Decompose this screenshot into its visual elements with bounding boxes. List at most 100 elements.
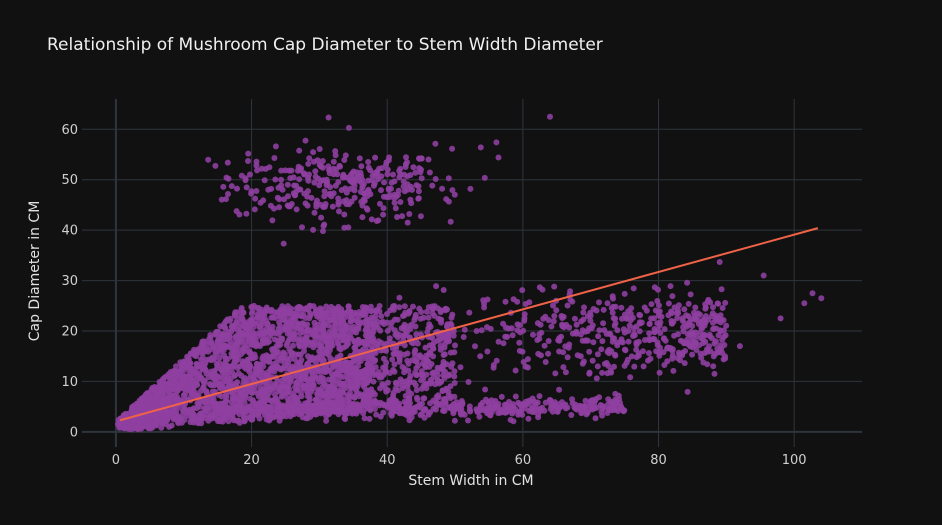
data-point xyxy=(497,407,504,414)
data-point xyxy=(426,363,433,370)
data-point xyxy=(400,333,407,340)
data-point xyxy=(326,328,333,335)
data-point xyxy=(421,395,428,402)
data-point xyxy=(451,368,458,375)
data-point xyxy=(677,337,684,344)
data-point xyxy=(332,309,339,316)
data-point xyxy=(630,325,637,332)
data-point xyxy=(141,393,148,399)
data-point xyxy=(710,363,717,370)
data-point xyxy=(604,401,611,408)
data-point xyxy=(391,199,398,206)
data-point xyxy=(291,182,298,189)
data-point xyxy=(420,375,427,382)
data-point xyxy=(518,402,525,409)
data-point xyxy=(314,311,321,318)
data-point xyxy=(447,349,454,356)
tick-labels-layer: 0 20 40 60 80 100 0 10 20 30 40 50 60 xyxy=(61,123,806,468)
data-point xyxy=(413,331,420,338)
data-point xyxy=(369,320,376,327)
data-point xyxy=(610,295,616,302)
data-point xyxy=(308,194,315,201)
data-point xyxy=(345,224,352,231)
data-point xyxy=(321,392,328,399)
data-point xyxy=(406,211,413,217)
data-point xyxy=(350,326,357,333)
data-point xyxy=(298,305,305,312)
data-point xyxy=(623,359,630,366)
data-point xyxy=(368,354,374,361)
data-point xyxy=(417,213,424,220)
data-point xyxy=(580,316,587,323)
data-point xyxy=(444,330,451,337)
data-point xyxy=(695,310,701,317)
data-point xyxy=(153,422,160,429)
data-point xyxy=(319,158,326,164)
data-point xyxy=(180,358,187,365)
data-point xyxy=(718,345,725,352)
data-point xyxy=(684,279,691,286)
data-point xyxy=(702,304,709,311)
data-point xyxy=(579,337,586,344)
data-point xyxy=(599,338,606,345)
data-point xyxy=(551,399,558,406)
data-point xyxy=(555,337,562,344)
data-point xyxy=(388,319,395,326)
data-point xyxy=(148,420,155,427)
data-point xyxy=(237,324,244,331)
data-point xyxy=(482,386,489,393)
data-point xyxy=(357,320,364,327)
data-point xyxy=(565,344,572,351)
data-point xyxy=(268,353,275,360)
data-point xyxy=(330,158,337,165)
data-point xyxy=(138,401,145,408)
data-point xyxy=(208,399,215,406)
data-point xyxy=(188,378,195,385)
data-point xyxy=(677,357,684,364)
data-point xyxy=(176,385,183,392)
data-point xyxy=(433,403,439,410)
data-point xyxy=(401,303,408,310)
data-point xyxy=(361,190,368,197)
data-point xyxy=(308,388,315,395)
data-point xyxy=(362,355,369,362)
data-point xyxy=(479,399,486,406)
trendline-layer xyxy=(119,227,819,422)
data-point xyxy=(362,380,369,387)
data-point xyxy=(207,332,214,338)
data-point xyxy=(581,304,587,311)
data-point xyxy=(214,363,221,369)
data-point xyxy=(600,306,607,313)
data-point xyxy=(224,316,231,323)
data-point xyxy=(426,321,433,328)
data-point xyxy=(406,309,413,316)
data-point xyxy=(586,348,593,355)
data-point xyxy=(323,368,329,375)
data-point xyxy=(361,308,368,315)
data-point xyxy=(273,408,280,415)
data-point xyxy=(337,311,344,318)
data-point xyxy=(487,412,494,419)
data-point xyxy=(520,359,527,365)
data-point xyxy=(354,378,360,385)
data-point xyxy=(190,385,197,392)
data-point xyxy=(275,342,282,349)
data-point xyxy=(254,167,261,174)
data-point xyxy=(548,403,555,410)
data-point xyxy=(447,320,454,327)
data-point xyxy=(276,204,283,211)
data-point xyxy=(698,354,705,361)
data-point xyxy=(390,407,397,414)
data-point xyxy=(360,392,367,399)
data-point xyxy=(628,353,635,360)
data-point xyxy=(647,355,654,362)
data-point xyxy=(597,402,604,408)
data-point xyxy=(208,356,215,363)
data-point xyxy=(338,382,344,389)
data-point xyxy=(327,408,334,415)
y-tick-label: 60 xyxy=(61,123,78,138)
data-point xyxy=(571,315,578,322)
data-point xyxy=(614,327,621,334)
data-point xyxy=(622,347,629,354)
data-point xyxy=(309,356,316,363)
